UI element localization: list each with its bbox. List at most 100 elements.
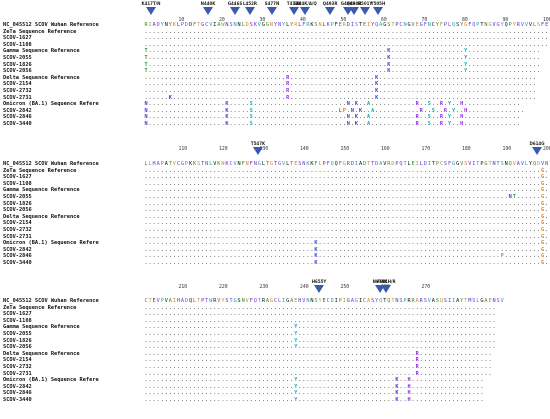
mutation-label: T478K: [286, 1, 302, 6]
sequence-name: SCOV-2732: [3, 227, 32, 233]
mutation-label: N440K: [200, 1, 216, 6]
sequence-name: SCOV-2731: [3, 233, 32, 240]
mutation-label: H655Y: [311, 279, 327, 284]
sequence-name: SCOV-1627: [3, 174, 32, 181]
aligned-sequence: ........................................…: [144, 317, 496, 324]
mutation-label: S477N: [264, 1, 280, 6]
aligned-sequence: ........................................…: [144, 167, 549, 174]
aligned-sequence: ........................................…: [144, 233, 549, 240]
mutation-triangle-icon: [289, 7, 299, 15]
sequence-name: NC_045512 SCOV Wuhan Reference: [3, 161, 99, 167]
alignment-block-1: 10 20 30 40 50 60 70 80 90 100 K417T/N N440K G446SL4…: [0, 2, 550, 138]
sequence-name: ZeTa Sequence Reference: [3, 28, 77, 35]
sequence-name: Delta Sequence Reference: [3, 350, 80, 357]
aligned-sequence: T.......................................…: [144, 68, 541, 75]
sequence-name: SCOV-2732: [3, 364, 32, 370]
mutation-triangle-icon: [300, 7, 310, 15]
aligned-sequence: T.......................................…: [144, 48, 541, 55]
sequence-name: SCOV-2842: [3, 107, 32, 114]
aligned-sequence: ........................................…: [144, 260, 549, 266]
ruler-tick: 20: [219, 18, 225, 23]
sequence-name: SCOV-2056: [3, 207, 32, 214]
sequence-name: SCOV-2732: [3, 88, 32, 94]
aligned-sequence: ........................................…: [144, 35, 549, 42]
ruler-tick: 30: [259, 18, 266, 23]
mutation-label: L452R: [243, 1, 257, 6]
mutation-triangle-icon: [230, 7, 240, 15]
mutation-label: N679K: [372, 279, 388, 284]
mutation-triangle-icon: [253, 147, 263, 155]
aligned-sequence: N...................K.....S.............…: [144, 101, 520, 108]
sequence-name: SCOV-1826: [3, 61, 32, 68]
mutation-triangle-icon: [343, 7, 353, 15]
ruler-tick: 140: [300, 147, 309, 152]
aligned-sequence: ........................................…: [144, 41, 549, 48]
ruler-tick: 10: [178, 18, 185, 23]
aligned-sequence: ........................................…: [144, 200, 549, 207]
reference-sequence: RIADYNYKLPDDFTGCVIAWNSNNLDSKVGGNYNYLYRLF…: [144, 22, 549, 28]
sequence-name: SCOV-2056: [3, 68, 32, 75]
sequence-name: ZeTa Sequence Reference: [3, 304, 77, 311]
ruler-tick: 40: [300, 18, 306, 23]
aligned-sequence: .....................................Y..…: [144, 377, 484, 384]
ruler-tick: 250: [340, 285, 350, 290]
position-ruler: 210 220 230 240 250 260 270: [144, 284, 544, 291]
aligned-sequence: ......K............................R....…: [144, 94, 537, 101]
sequence-name: Gamma Sequence Reference: [3, 187, 80, 194]
mutation-triangle-icon: [267, 7, 277, 15]
sequence-name: ZeTa Sequence Reference: [3, 167, 77, 174]
ruler-tick: 100: [543, 18, 550, 23]
sequence-name: Gamma Sequence Reference: [3, 48, 80, 55]
aligned-sequence: N...................K.....S.............…: [144, 107, 524, 114]
aligned-sequence: ........................................…: [144, 187, 549, 194]
aligned-sequence: ........................................…: [144, 304, 496, 311]
mutation-label: G446S: [227, 1, 243, 6]
mutation-triangle-icon: [349, 7, 359, 15]
aligned-sequence: ........................................…: [144, 194, 549, 200]
aligned-sequence: ........................................…: [144, 350, 492, 357]
aligned-sequence: .....................................Y..…: [144, 331, 496, 337]
reference-sequence: LLHAPATVCGPKKSTNLVKNKCVNFNFNGLTGTGVLTESN…: [144, 161, 549, 167]
mutation-triangle-icon: [375, 285, 385, 293]
ruler-tick: 70: [421, 18, 428, 23]
mutation-triangle-icon: [203, 7, 213, 15]
aligned-sequence: ........................................…: [144, 357, 492, 364]
aligned-sequence: .....................................Y..…: [144, 337, 496, 344]
sequence-name: NC_045512 SCOV Wuhan Reference: [3, 298, 99, 304]
ruler-tick: 60: [381, 18, 387, 23]
ruler-tick: 180: [462, 147, 471, 152]
aligned-sequence: ........................................…: [144, 227, 549, 233]
mutation-label: Q498R: [346, 1, 362, 6]
alignment-block-2: 110 120 130 140 150 160 170 180 190 200 T547K D614G…: [0, 142, 550, 274]
sequence-name: SCOV-2846: [3, 114, 32, 121]
mutation-label: K417T/N: [141, 1, 161, 6]
sequence-name: SCOV-2055: [3, 55, 32, 61]
mutation-label: Y505H: [370, 1, 386, 6]
aligned-sequence: ...................................R....…: [144, 88, 537, 94]
mutation-triangle-icon: [314, 285, 324, 293]
aligned-sequence: ........................................…: [144, 364, 492, 370]
sequence-name: SCOV-2056: [3, 344, 32, 351]
sequence-name: NC_045512 SCOV Wuhan Reference: [3, 22, 99, 28]
sequence-name: SCOV-3440: [3, 260, 32, 266]
aligned-sequence: ........................................…: [144, 253, 549, 260]
sequence-name: Delta Sequence Reference: [3, 213, 80, 220]
ruler-tick: 120: [219, 147, 228, 152]
aligned-sequence: ...................................R....…: [144, 74, 537, 81]
aligned-sequence: ........................................…: [144, 28, 549, 35]
ruler-tick: 230: [259, 285, 269, 290]
sequence-name: SCOV-2154: [3, 357, 32, 364]
aligned-sequence: ........................................…: [144, 180, 549, 187]
sequence-name: SCOV-1108: [3, 180, 32, 187]
alignment-block-3: 210 220 230 240 250 260 270 H655Y P681H/R N679K NC…: [0, 280, 550, 410]
sequence-name: SCOV-1108: [3, 317, 32, 324]
aligned-sequence: ........................................…: [144, 207, 549, 214]
sequence-name: Omicron (BA.1) Sequence Refere: [3, 240, 99, 247]
mutation-triangle-icon: [146, 7, 156, 15]
aligned-sequence: ...................................R....…: [144, 81, 537, 88]
sequence-name: Omicron (BA.1) Sequence Refere: [3, 377, 99, 384]
ruler-tick: 50: [340, 18, 347, 23]
sequence-name: SCOV-1627: [3, 311, 32, 318]
sequence-name: SCOV-1108: [3, 41, 32, 48]
ruler-tick: 110: [178, 147, 188, 152]
